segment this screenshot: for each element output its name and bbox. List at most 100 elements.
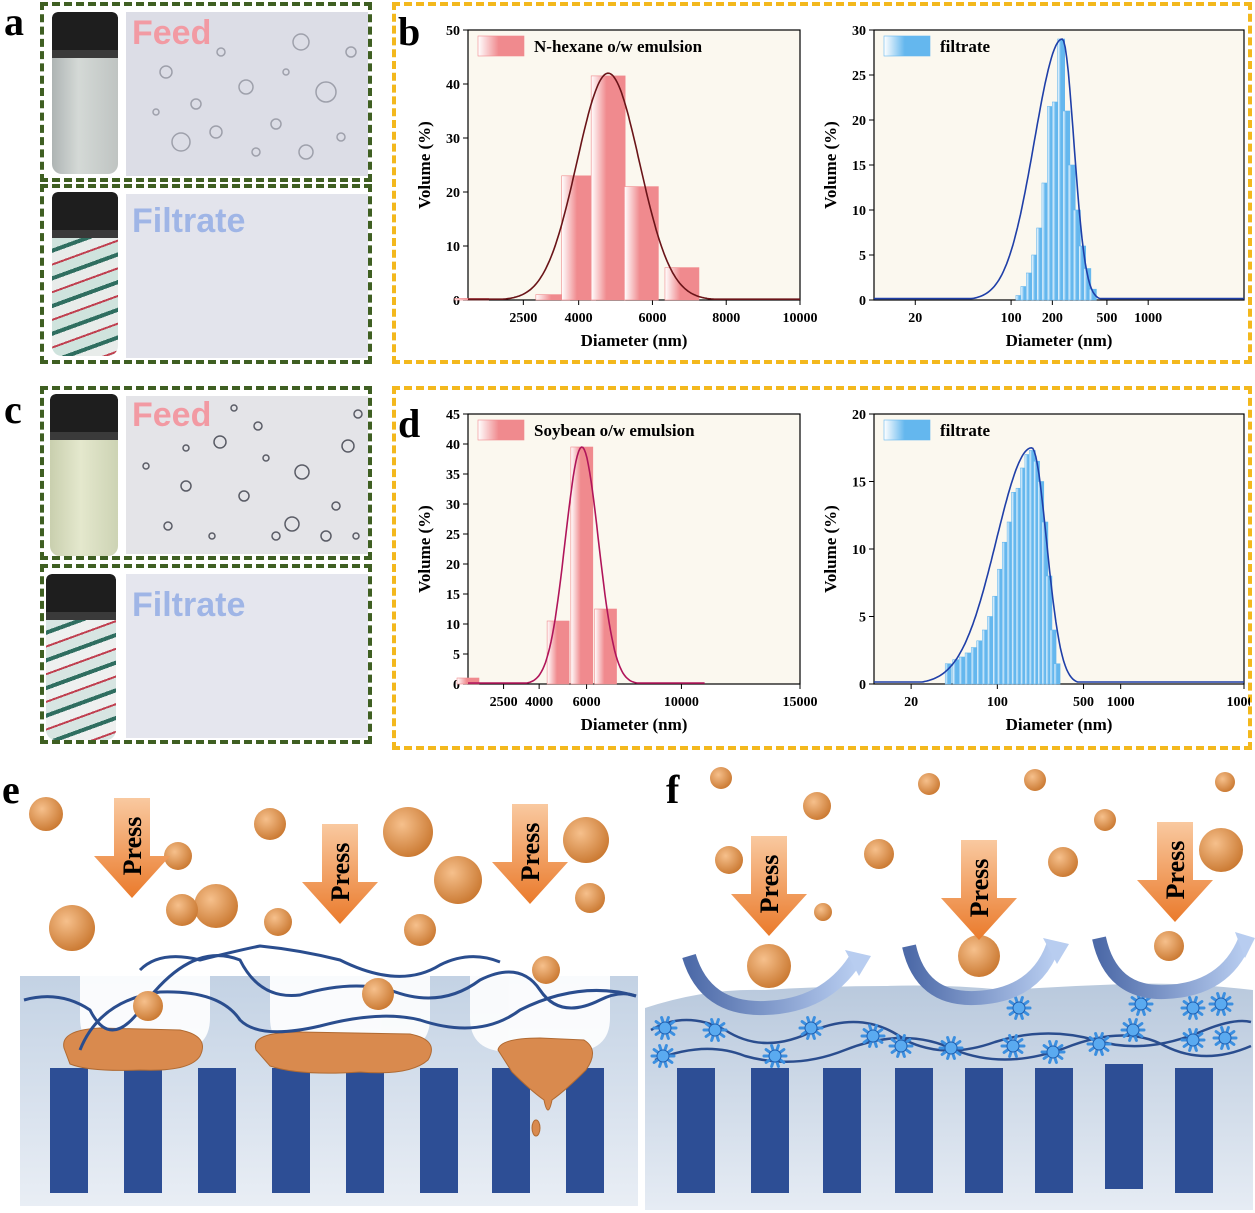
nanoparticle-icon: [650, 1044, 676, 1068]
droplet-icon: [49, 905, 95, 951]
chart-frame-b: [392, 2, 1252, 364]
y-tick-label: 30: [446, 498, 460, 513]
x-tick-label: 10000: [1227, 695, 1251, 710]
droplet-icon: [1199, 828, 1243, 872]
oil-film-e3: [497, 1037, 593, 1111]
press-arrow-icon: Press: [492, 804, 568, 904]
y-tick-label: 0: [859, 678, 866, 693]
legend-swatch: [883, 35, 931, 57]
panel-label-f: f: [666, 767, 680, 812]
y-tick-label: 5: [859, 611, 866, 626]
x-tick-label: 500: [1096, 311, 1117, 326]
press-arrow-icon: Press: [941, 840, 1017, 940]
panel-label-d: d: [398, 401, 421, 446]
y-axis-label: Volume (%): [821, 121, 840, 209]
data-bar: [594, 608, 617, 685]
y-axis-label: Volume (%): [415, 505, 434, 593]
photo-c-filtrate: Filtrate: [40, 564, 372, 744]
oil-film-e1: [63, 1027, 203, 1071]
press-arrow-icon: Press: [731, 836, 807, 936]
droplet-icon: [563, 817, 609, 863]
panel-label-e: e: [2, 767, 20, 812]
y-tick-label: 40: [446, 438, 460, 453]
legend-label: Soybean o/w emulsion: [534, 421, 695, 440]
filtrate-label-a: Filtrate: [132, 202, 246, 240]
membrane-pillars-e: [50, 1068, 604, 1193]
x-tick-label: 1000: [1107, 695, 1135, 710]
droplet-icon: [747, 944, 791, 988]
data-bar: [456, 677, 480, 685]
nanoparticle-icon: [1000, 1034, 1026, 1058]
nanoparticle-icon: [1212, 1026, 1238, 1050]
x-axis-label: Diameter (nm): [1006, 715, 1113, 734]
y-tick-label: 15: [852, 159, 866, 174]
feed-label-c: Feed: [132, 396, 212, 434]
schematic-e: Press Press Press: [20, 797, 638, 1206]
chart-b-filtrate: 0 5 10 15 20 25 30 20 100 200 500 1000 Diameter (nm)…: [821, 24, 1245, 350]
droplet-icon: [864, 839, 894, 869]
nanoparticle-icon: [652, 1016, 678, 1040]
y-axis-label: Volume (%): [415, 121, 434, 209]
nanoparticle-icon: [860, 1024, 886, 1048]
micrograph-feed-a: [126, 12, 368, 176]
data-bar: [570, 446, 594, 685]
nanoparticle-icon: [1128, 992, 1154, 1016]
membrane-pillars-f: [677, 1064, 1213, 1193]
chart-frame-d: [392, 386, 1252, 750]
data-bar: [970, 647, 978, 685]
vial-feed-a: [52, 12, 118, 174]
y-tick-label: 30: [852, 24, 866, 39]
x-tick-label: 8000: [712, 311, 740, 326]
photo-a-feed: Feed: [40, 2, 372, 182]
droplet-icon: [194, 884, 238, 928]
data-bar: [1089, 288, 1097, 301]
droplet-icon: [254, 808, 286, 840]
y-tick-label: 40: [446, 78, 460, 93]
nanoparticle-icon: [1040, 1040, 1066, 1064]
nanoparticle-icon: [1086, 1032, 1112, 1056]
droplet-icon: [715, 846, 743, 874]
x-tick-label: 500: [1073, 695, 1094, 710]
chart-d-filtrate: 0 5 10 15 20 20 100 500 1000 10000 Diameter (nm) Vo…: [821, 408, 1251, 734]
droplet-icon: [958, 935, 1000, 977]
press-arrow-icon: Press: [1137, 822, 1213, 922]
feed-label-a: Feed: [132, 14, 212, 52]
data-bar: [976, 640, 984, 685]
y-tick-label: 25: [852, 69, 866, 84]
x-tick-label: 4000: [525, 695, 553, 710]
press-label: Press: [118, 817, 147, 876]
x-tick-label: 20: [908, 311, 922, 326]
legend-label: filtrate: [940, 421, 990, 440]
micrograph-filtrate-c: [126, 574, 368, 738]
data-bar: [944, 663, 952, 685]
y-tick-label: 25: [446, 528, 460, 543]
x-axis-label: Diameter (nm): [1006, 331, 1113, 350]
droplet-micrograph-c: [142, 404, 363, 542]
data-bar: [546, 620, 570, 685]
press-label: Press: [516, 823, 545, 882]
y-tick-label: 35: [446, 468, 460, 483]
data-bar: [590, 75, 626, 301]
press-label: Press: [326, 843, 355, 902]
data-bar: [561, 175, 596, 301]
droplet-icon: [362, 978, 394, 1010]
nanoparticle-icon: [702, 1018, 728, 1042]
fit-curve: [468, 446, 705, 684]
y-tick-label: 20: [852, 114, 866, 129]
droplet-icon: [404, 914, 436, 946]
nanoparticle-icon: [1180, 996, 1206, 1020]
x-tick-label: 10000: [664, 695, 699, 710]
droplet-icon: [575, 883, 605, 913]
y-axis-label: Volume (%): [821, 505, 840, 593]
data-bar: [1083, 268, 1092, 301]
droplet-icon: [814, 903, 832, 921]
nanoparticle-icon: [1006, 996, 1032, 1020]
press-label: Press: [965, 859, 994, 918]
schematic-f: Press Press Press: [645, 767, 1255, 1210]
x-axis-label: Diameter (nm): [581, 715, 688, 734]
droplet-icon: [918, 773, 940, 795]
droplet-icon: [383, 807, 433, 857]
y-tick-label: 0: [453, 678, 460, 693]
nanoparticles-f: [650, 992, 1238, 1068]
droplet-icon: [1048, 847, 1078, 877]
